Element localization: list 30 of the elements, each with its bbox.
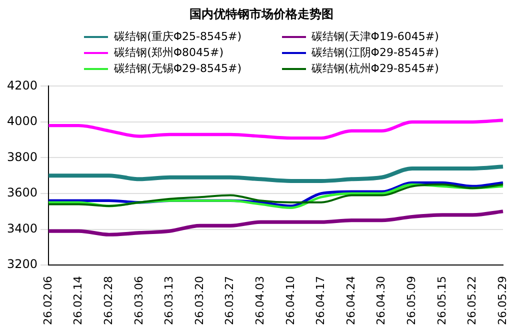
x-tick-label: 26.04.10 [284,276,297,325]
legend-label: 碳结钢(杭州Φ29-8545#) [312,61,439,76]
x-tick-label: 26.04.30 [374,276,388,325]
y-tick-label: 4200 [6,78,38,92]
x-tick-label: 26.05.15 [435,276,448,325]
y-tick-label: 4000 [6,114,38,128]
x-tick-label: 26.03.20 [192,276,206,325]
x-tick-label: 26.02.14 [72,276,85,325]
x-tick-label: 26.04.17 [314,276,328,325]
x-tick-label: 26.04.24 [344,276,358,325]
legend-label: 碳结钢(无锡Φ29-8545#) [114,61,242,76]
line-series [46,164,505,183]
y-tick-label: 3400 [6,221,38,236]
x-tick-label: 26.02.28 [102,276,115,325]
y-tick-label: 3200 [6,257,38,272]
legend-label: 碳结钢(郑州Φ8045#) [114,45,224,60]
legend-label: 碳结钢(天津Φ19-6045#) [312,29,439,44]
x-tick-label: 26.03.27 [223,276,236,325]
x-tick-label: 26.05.29 [496,276,509,325]
x-tick-label: 26.02.06 [41,276,54,325]
chart-title: 国内优特钢市场价格走势图 [188,6,334,23]
x-tick-label: 26.03.06 [132,276,146,325]
x-tick-label: 26.05.22 [466,276,479,325]
x-tick-label: 26.03.13 [162,276,176,325]
legend-label: 碳结钢(江阴Φ29-8545#) [312,45,439,60]
x-tick-label: 26.05.09 [404,276,418,325]
x-tick-label: 26.04.03 [253,276,266,325]
y-tick-label: 3800 [6,150,38,164]
y-tick-label: 3600 [6,186,38,200]
legend-label: 碳结钢(重庆Φ25-8545#) [114,29,242,44]
